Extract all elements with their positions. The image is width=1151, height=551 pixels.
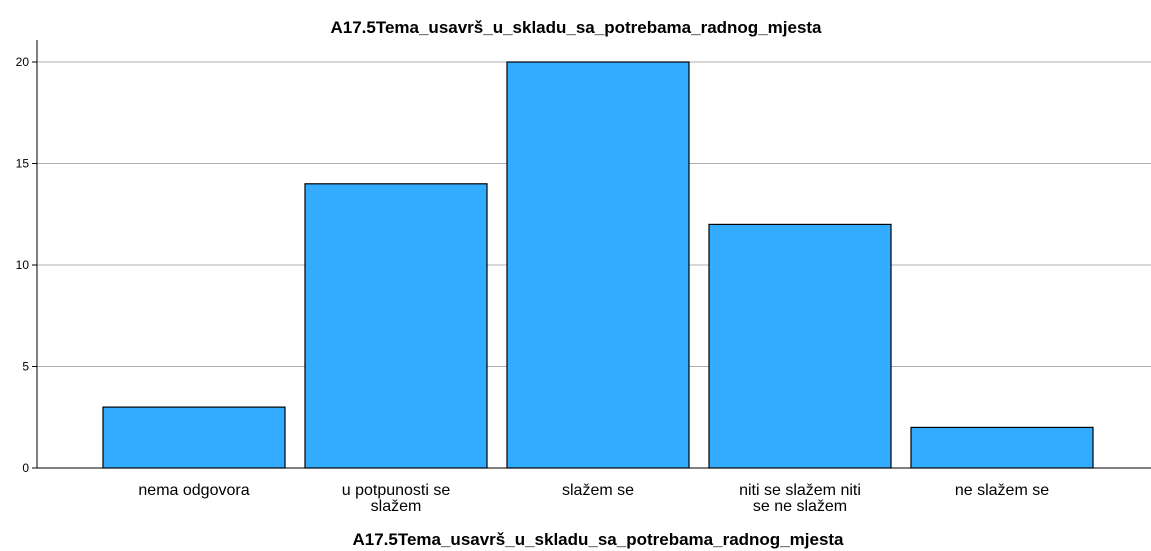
y-tick-label: 0 (22, 461, 29, 475)
x-category-label: slažem (371, 498, 422, 515)
y-tick-label: 10 (16, 258, 30, 272)
x-category-label: niti se slažem niti (739, 482, 861, 499)
bar (910, 426, 1094, 469)
x-category-label: ne slažem se (955, 482, 1049, 499)
y-tick-label: 15 (16, 157, 30, 171)
y-axis-ticks: 0 5 10 15 20 (16, 55, 37, 475)
chart-title: A17.5Tema_usavrš_u_skladu_sa_potrebama_r… (330, 18, 822, 37)
bar (304, 183, 488, 469)
y-tick-label: 5 (22, 360, 29, 374)
x-category-label: nema odgovora (138, 482, 249, 499)
y-tick-label: 20 (16, 55, 30, 69)
bar (102, 406, 286, 469)
x-category-label: se ne slažem (753, 498, 847, 515)
x-axis-label: A17.5Tema_usavrš_u_skladu_sa_potrebama_r… (352, 530, 844, 549)
bars (102, 61, 1094, 469)
bar (506, 61, 690, 469)
x-category-label: u potpunosti se (342, 482, 451, 499)
x-category-label: slažem se (562, 482, 634, 499)
bar (708, 223, 892, 469)
